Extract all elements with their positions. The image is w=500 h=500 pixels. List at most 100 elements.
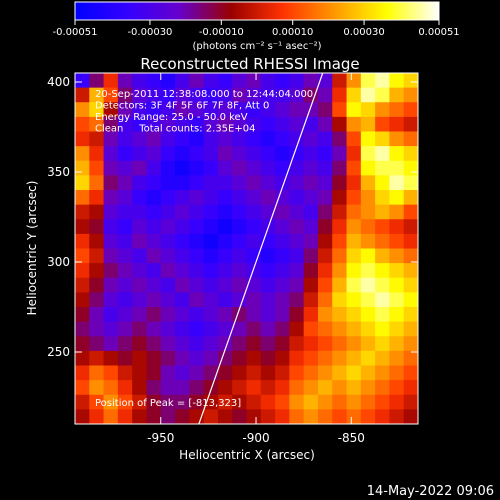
heatmap-cell — [375, 350, 391, 367]
heatmap-cell — [332, 219, 348, 235]
heatmap-cell — [117, 160, 133, 176]
heatmap-cell — [403, 248, 418, 264]
heatmap-cell — [346, 248, 362, 264]
heatmap-cell — [117, 116, 133, 133]
heatmap-cell — [160, 248, 176, 264]
colorbar-tick-label: -0.00051 — [53, 27, 98, 38]
heatmap-cell — [360, 87, 376, 103]
heatmap-cell — [203, 146, 219, 162]
heatmap-cell — [75, 394, 90, 410]
heatmap-cell — [246, 380, 262, 396]
heatmap-cell — [260, 190, 276, 206]
heatmap-cell — [246, 102, 262, 118]
heatmap-cell — [275, 102, 290, 118]
heatmap-cell — [275, 263, 290, 279]
heatmap-cell — [360, 146, 376, 162]
heatmap-cell — [303, 380, 319, 396]
heatmap-cell — [75, 307, 90, 323]
heatmap-cell — [403, 102, 418, 118]
heatmap-cell — [360, 277, 376, 293]
heatmap-cell — [146, 263, 162, 279]
colorbar-tick-label: 0.00051 — [418, 27, 459, 38]
heatmap-cell — [189, 263, 205, 279]
heatmap-cell — [232, 233, 248, 250]
heatmap-cell — [217, 102, 233, 118]
heatmap-cell — [132, 190, 148, 206]
heatmap-cell — [175, 175, 190, 191]
heatmap-cell — [303, 204, 319, 220]
heatmap-cell — [332, 321, 348, 337]
heatmap-cell — [375, 365, 391, 381]
heatmap-cell — [375, 321, 391, 337]
heatmap-cell — [275, 116, 290, 133]
heatmap-cell — [103, 116, 119, 133]
heatmap-cell — [275, 350, 290, 367]
heatmap-cell — [89, 336, 105, 352]
heatmap-cell — [132, 204, 148, 220]
heatmap-cell — [275, 365, 290, 381]
heatmap-cell — [389, 321, 405, 337]
heatmap-cell — [203, 116, 219, 133]
heatmap-cell — [189, 175, 205, 191]
heatmap-cell — [75, 146, 90, 162]
heatmap-cell — [103, 336, 119, 352]
heatmap-cell — [175, 73, 190, 89]
heatmap-cell — [103, 248, 119, 264]
heatmap-cell — [146, 190, 162, 206]
heatmap-cell — [289, 292, 305, 308]
heatmap-cell — [75, 277, 90, 293]
heatmap-cell — [332, 102, 348, 118]
heatmap-cell — [132, 336, 148, 352]
heatmap-cell — [375, 380, 391, 396]
heatmap-cell — [317, 263, 333, 279]
heatmap-cell — [217, 365, 233, 381]
heatmap-cell — [89, 190, 105, 206]
heatmap-cell — [389, 204, 405, 220]
heatmap-cell — [403, 175, 418, 191]
heatmap-cell — [389, 102, 405, 118]
heatmap-cell — [75, 292, 90, 308]
heatmap-cell — [303, 116, 319, 133]
heatmap-cell — [117, 394, 133, 410]
heatmap-cell — [217, 87, 233, 103]
heatmap-cell — [146, 336, 162, 352]
heatmap-cell — [189, 233, 205, 250]
heatmap-cell — [317, 394, 333, 410]
heatmap-cell — [260, 248, 276, 264]
heatmap-cell — [260, 263, 276, 279]
heatmap-cell — [403, 321, 418, 337]
heatmap-cell — [117, 175, 133, 191]
heatmap-cell — [103, 102, 119, 118]
heatmap-cell — [289, 102, 305, 118]
heatmap-cell — [160, 233, 176, 250]
heatmap-cell — [75, 321, 90, 337]
heatmap-cell — [232, 73, 248, 89]
heatmap-cell — [332, 87, 348, 103]
annotation-block: 20-Sep-2011 12:38:08.000 to 12:44:04.000… — [95, 89, 313, 135]
heatmap-cell — [289, 409, 305, 424]
heatmap-cell — [160, 321, 176, 337]
colorbar-tick-label: 0.00030 — [343, 27, 384, 38]
heatmap-cell — [346, 307, 362, 323]
heatmap-cell — [146, 380, 162, 396]
heatmap-cell — [375, 307, 391, 323]
heatmap-cell — [132, 116, 148, 133]
heatmap-cell — [360, 116, 376, 133]
heatmap-cell — [160, 277, 176, 293]
heatmap-cell — [332, 277, 348, 293]
heatmap-cell — [89, 146, 105, 162]
heatmap-cell — [260, 380, 276, 396]
heatmap-cell — [175, 87, 190, 103]
heatmap-cell — [132, 277, 148, 293]
heatmap-cell — [89, 380, 105, 396]
heatmap-cell — [403, 87, 418, 103]
heatmap-cell — [346, 233, 362, 250]
heatmap-cell — [175, 248, 190, 264]
heatmap-cell — [217, 394, 233, 410]
heatmap-cell — [303, 146, 319, 162]
heatmap-cell — [346, 146, 362, 162]
heatmap-cell — [103, 160, 119, 176]
heatmap-cell — [360, 219, 376, 235]
heatmap-cell — [189, 116, 205, 133]
heatmap-cell — [275, 204, 290, 220]
